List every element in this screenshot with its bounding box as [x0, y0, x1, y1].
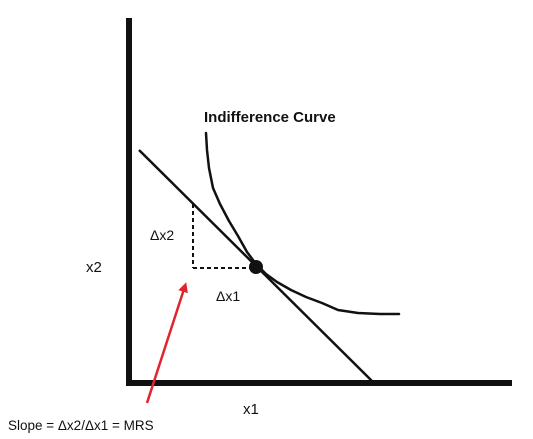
delta-x1-label: Δx1: [216, 288, 240, 304]
tangency-point: [249, 260, 263, 274]
x-axis-label: x1: [243, 401, 259, 418]
slope-caption: Slope = Δx2/Δx1 = MRS: [8, 418, 154, 433]
indifference-curve: [204, 131, 401, 316]
slope-arrow: [145, 282, 188, 404]
y-axis-label: x2: [86, 259, 102, 276]
curve-label: Indifference Curve: [204, 109, 336, 126]
delta-x2-label: Δx2: [150, 227, 174, 243]
